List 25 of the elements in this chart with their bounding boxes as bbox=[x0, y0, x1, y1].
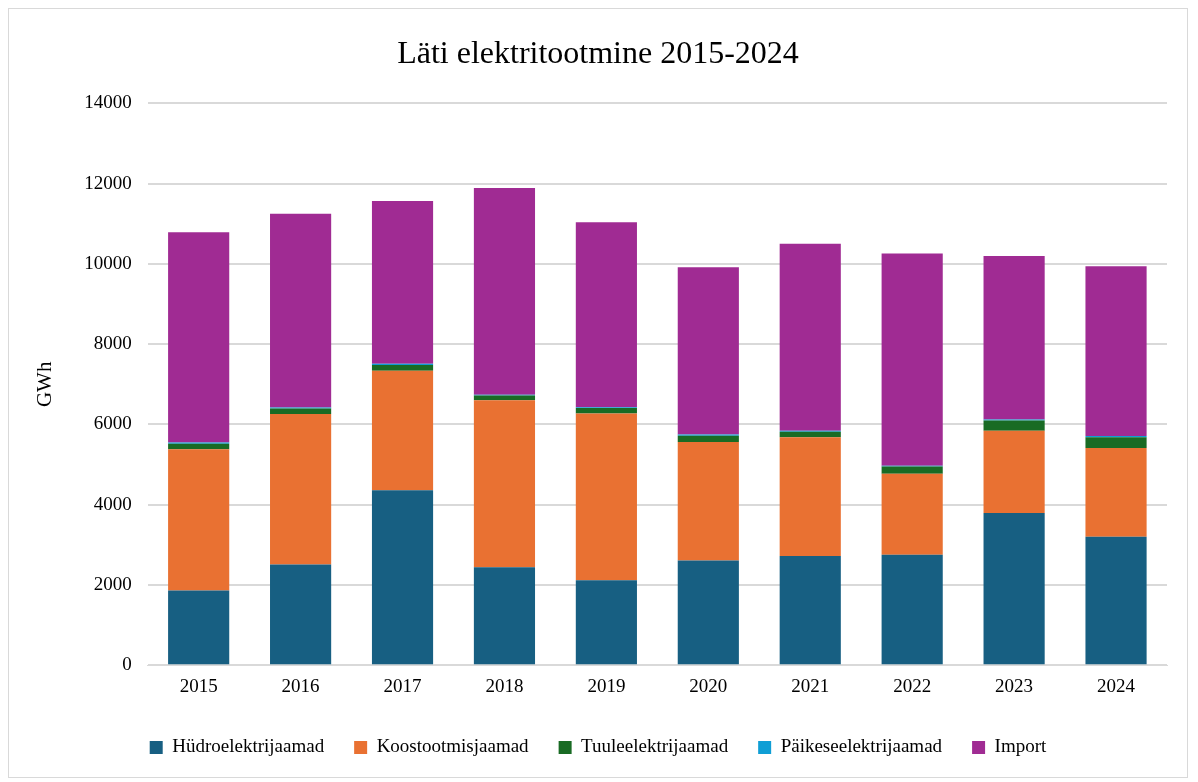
x-tick-label: 2016 bbox=[281, 674, 320, 696]
legend-label: Koostootmisjaamad bbox=[376, 735, 530, 757]
y-tick-label: 14000 bbox=[84, 91, 132, 113]
x-tick-label: 2019 bbox=[587, 674, 626, 696]
legend-label: Import bbox=[994, 735, 1048, 757]
y-axis-title: GWh bbox=[32, 361, 57, 408]
x-tick-label: 2022 bbox=[893, 674, 932, 696]
legend-label: Päikeseelektrijaamad bbox=[780, 735, 943, 757]
legend-label: Hüdroelektrijaamad bbox=[172, 735, 325, 757]
x-tick-label: 2021 bbox=[791, 674, 830, 696]
y-tick-label: 10000 bbox=[84, 251, 132, 273]
chart-title: Läti elektritootmine 2015-2024 bbox=[397, 33, 799, 70]
legend-label: Tuuleelektrijaamad bbox=[581, 735, 729, 757]
x-tick-label: 2018 bbox=[485, 674, 524, 696]
x-tick-label: 2015 bbox=[179, 674, 218, 696]
y-tick-label: 4000 bbox=[93, 492, 132, 514]
y-tick-label: 0 bbox=[122, 653, 132, 675]
y-tick-label: 8000 bbox=[93, 332, 132, 354]
y-tick-label: 2000 bbox=[93, 572, 132, 594]
x-tick-label: 2024 bbox=[1097, 674, 1136, 696]
x-tick-label: 2023 bbox=[995, 674, 1034, 696]
x-tick-label: 2020 bbox=[689, 674, 728, 696]
y-tick-label: 12000 bbox=[84, 171, 132, 193]
x-tick-label: 2017 bbox=[383, 674, 422, 696]
y-tick-label: 6000 bbox=[93, 412, 132, 434]
